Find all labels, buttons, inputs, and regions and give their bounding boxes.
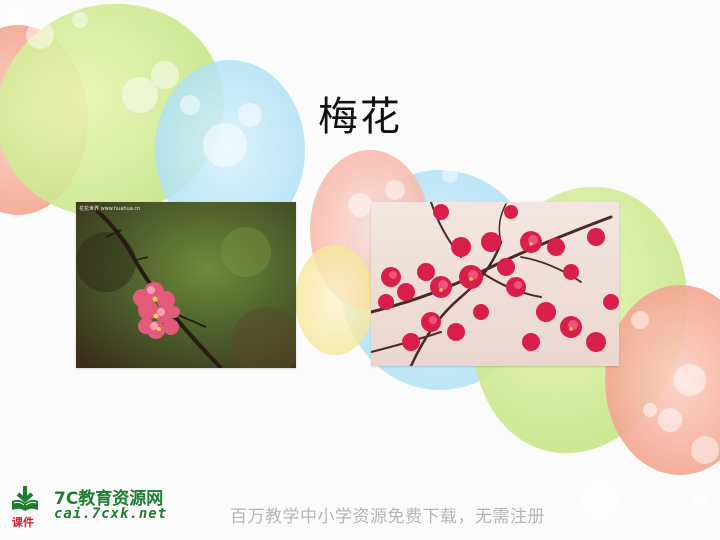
book-logo-icon (12, 486, 38, 511)
logo-caption: 课件 (12, 516, 34, 529)
brand-name: 7C教育资源网 (54, 489, 164, 509)
footer-slogan: 百万教学中小学资源免费下载，无需注册 (230, 507, 545, 527)
plum-blossom-photo-right (371, 202, 619, 366)
slide-title: 梅花 (318, 94, 402, 140)
brand-url[interactable]: cai.7cxk.net (54, 506, 168, 522)
plum-blossom-photo-left: 花花世界 www.huahua.cn (76, 202, 296, 368)
photo-watermark: 花花世界 www.huahua.cn (79, 206, 141, 212)
